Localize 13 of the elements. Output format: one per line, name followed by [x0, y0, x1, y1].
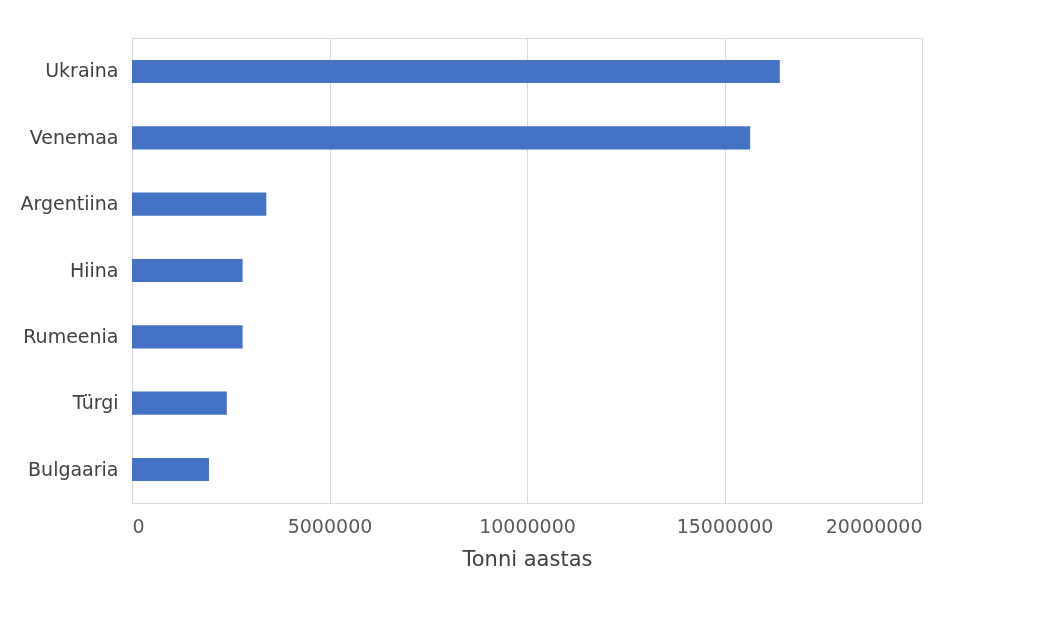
- y-tick-label: Venemaa: [29, 125, 119, 148]
- y-tick-label: Rumeenia: [23, 324, 119, 347]
- y-tick-label: Türgi: [71, 391, 119, 414]
- y-tick-label: Argentiina: [20, 192, 119, 215]
- y-tick-label: Hiina: [69, 258, 119, 281]
- x-tick-label: 15000000: [676, 514, 774, 537]
- y-tick-label: Ukraina: [45, 59, 119, 82]
- x-axis-title: Tonni aastas: [461, 546, 593, 571]
- x-tick-label: 10000000: [479, 514, 576, 537]
- x-tick-label: 0: [132, 514, 145, 537]
- y-tick-label: Bulgaaria: [28, 457, 119, 480]
- x-tick-label: 20000000: [825, 514, 923, 537]
- x-tick-label: 5000000: [287, 514, 373, 537]
